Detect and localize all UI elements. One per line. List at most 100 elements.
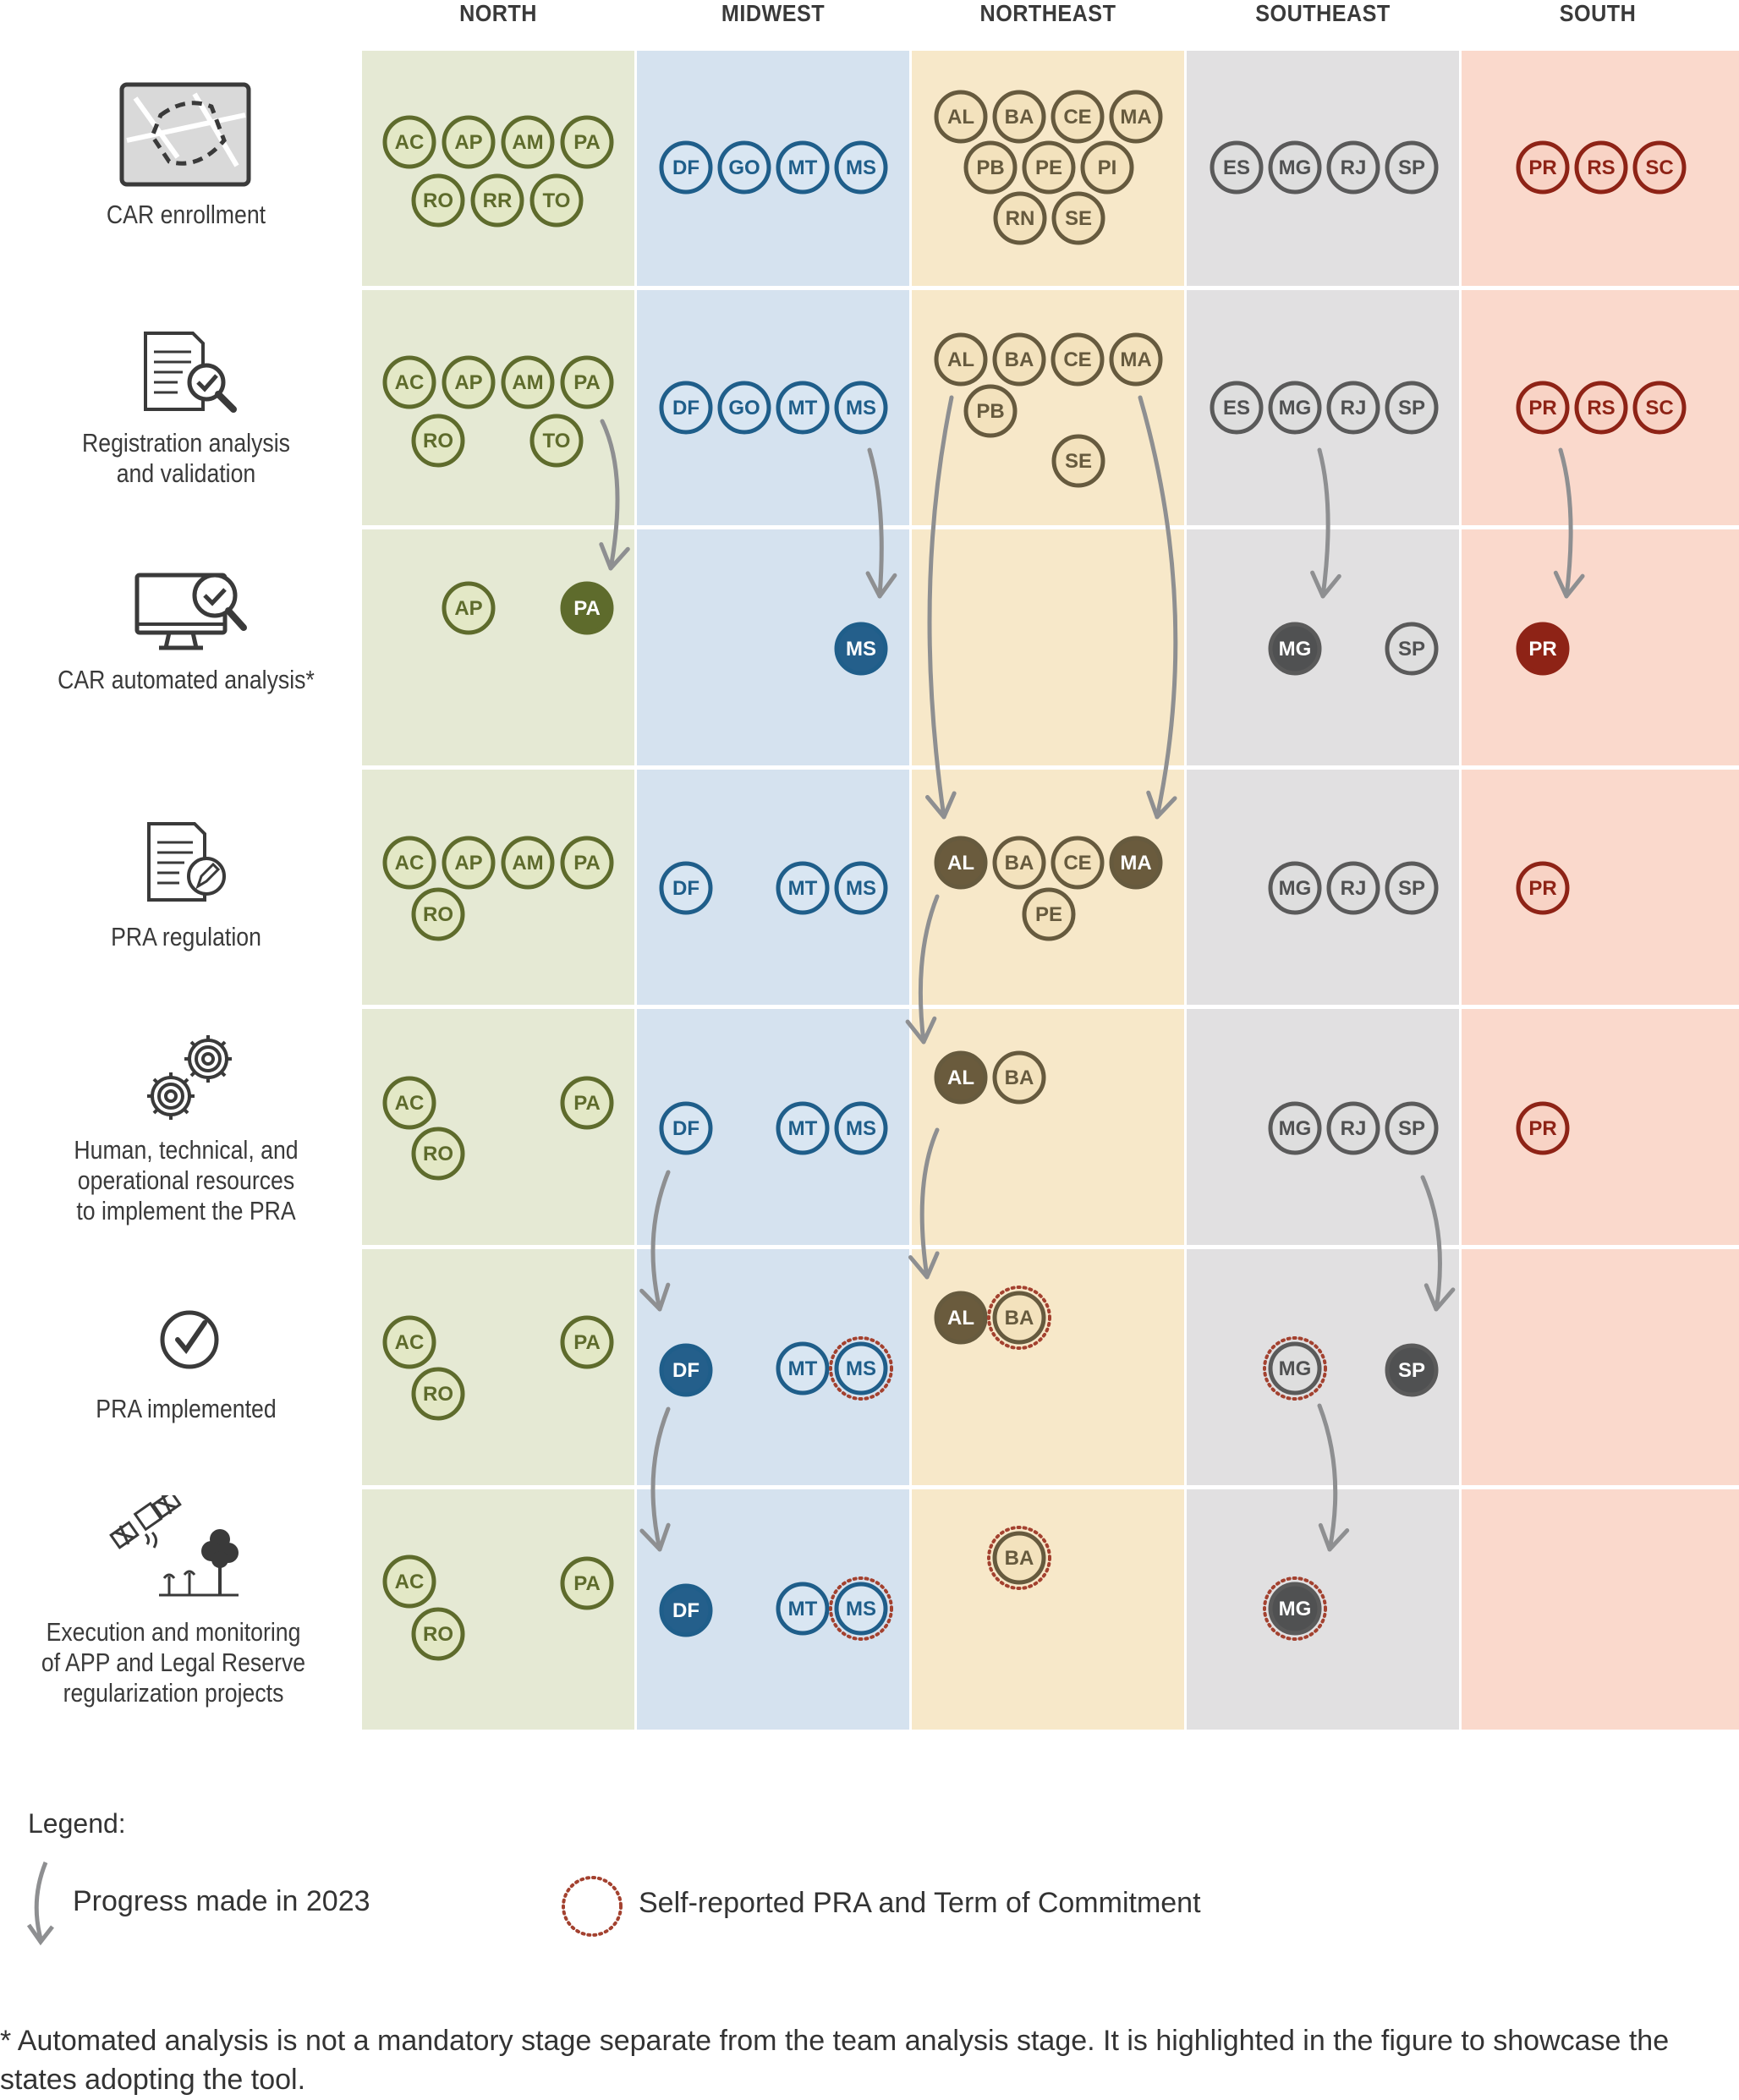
- progress-arrow: [1138, 395, 1178, 820]
- state-badge-mg: MG: [1268, 622, 1322, 676]
- progress-arrow-head: [599, 542, 630, 571]
- state-badge-sp: SP: [1385, 622, 1439, 676]
- stage-label-car-automated: CAR automated analysis*: [41, 665, 332, 695]
- state-badge-label: PR: [1528, 877, 1556, 900]
- state-badge-pe: PE: [1022, 887, 1076, 941]
- state-badge-label: RN: [1006, 207, 1035, 230]
- state-badge-circle: [501, 355, 555, 409]
- self-reported-ring: [1263, 1336, 1327, 1401]
- state-badge-label: MA: [1120, 348, 1151, 371]
- state-badge-circle: [834, 1582, 888, 1636]
- column-header-southeast: SOUTHEAST: [1255, 0, 1391, 26]
- state-badge-ms: MS: [834, 622, 888, 676]
- state-badge-label: SP: [1398, 397, 1425, 419]
- state-badge-label: PE: [1035, 156, 1062, 179]
- state-badge-circle: [1109, 836, 1163, 890]
- state-badge-circle: [1080, 140, 1134, 195]
- state-badge-circle: [1516, 1101, 1570, 1155]
- computer-check-icon: [134, 573, 247, 650]
- state-badge-label: AC: [395, 1571, 425, 1593]
- state-badge-df: DF: [659, 1583, 713, 1637]
- state-badge-label: PA: [573, 1572, 601, 1595]
- state-badge-circle: [1051, 434, 1105, 488]
- footnote-line: * Automated analysis is not a mandatory …: [0, 2025, 1670, 2057]
- state-badge-circle: [1326, 861, 1380, 915]
- state-badge-circle: [834, 1101, 888, 1155]
- state-badge-circle: [382, 1554, 436, 1609]
- state-badge-ap: AP: [442, 581, 496, 635]
- state-badge-label: CE: [1063, 852, 1091, 875]
- state-badge-circle: [1632, 381, 1687, 435]
- state-badge-to: TO: [529, 173, 584, 228]
- progress-arrow-head: [1553, 570, 1585, 599]
- state-badge-circle: [834, 622, 888, 676]
- state-badge-circle: [442, 115, 496, 169]
- state-badge-label: RR: [483, 189, 513, 212]
- state-badge-label: AL: [947, 1307, 974, 1330]
- state-badge-circle: [1109, 90, 1163, 144]
- state-badge-circle: [659, 1343, 713, 1397]
- document-check-icon: [144, 332, 237, 413]
- state-badge-ce: CE: [1051, 90, 1105, 144]
- progress-arrow-head: [905, 1016, 937, 1045]
- state-badge-circle: [934, 836, 988, 890]
- state-badge-sp: SP: [1385, 381, 1439, 435]
- state-badge-circle: [992, 1050, 1046, 1105]
- state-badge-df: DF: [659, 1101, 713, 1155]
- state-badge-label: AP: [454, 852, 482, 875]
- state-badge-circle: [776, 1101, 830, 1155]
- state-badge-label: RJ: [1341, 397, 1367, 419]
- state-badge-circle: [992, 836, 1046, 890]
- state-badge-label: MT: [788, 1117, 818, 1140]
- state-badge-circle: [1385, 140, 1439, 195]
- progress-arrow: [927, 395, 954, 820]
- state-badge-label: SC: [1645, 397, 1673, 419]
- state-badge-mt: MT: [776, 140, 830, 195]
- state-badge-pb: PB: [963, 140, 1018, 195]
- state-badge-label: PA: [573, 1331, 601, 1354]
- state-badge-label: DF: [672, 1359, 699, 1382]
- state-badge-rj: RJ: [1326, 1101, 1380, 1155]
- state-badge-circle: [1268, 1341, 1322, 1395]
- progress-arrow: [919, 1127, 940, 1280]
- progress-arrow-head: [865, 571, 897, 599]
- state-badge-circle: [382, 115, 436, 169]
- state-badge-pa: PA: [560, 581, 614, 635]
- state-badge-label: SP: [1398, 1117, 1425, 1140]
- state-badge-go: GO: [717, 140, 771, 195]
- state-badge-ms: MS: [834, 140, 888, 195]
- stage-label-line: Registration analysis: [82, 428, 290, 458]
- state-badge-circle: [1574, 381, 1628, 435]
- state-badge-label: PA: [573, 131, 601, 154]
- row-divider: [362, 1005, 1739, 1009]
- state-badge-ma: MA: [1109, 332, 1163, 387]
- progress-arrow: [1317, 1403, 1338, 1552]
- state-badge-pa: PA: [560, 1076, 614, 1130]
- state-badge-rj: RJ: [1326, 140, 1380, 195]
- state-badge-circle: [1022, 140, 1076, 195]
- state-badge-circle: [963, 140, 1018, 195]
- state-badge-circle: [776, 1341, 830, 1395]
- state-badge-label: AC: [395, 131, 425, 154]
- state-badge-label: DF: [672, 156, 699, 179]
- stage-label-line: PRA implemented: [96, 1394, 277, 1423]
- state-badge-circle: [659, 861, 713, 915]
- self-reported-ring: [987, 1526, 1051, 1590]
- state-badge-circle: [659, 1583, 713, 1637]
- state-badge-circle: [717, 140, 771, 195]
- state-badge-circle: [411, 1607, 465, 1661]
- state-badge-label: RO: [423, 1383, 453, 1406]
- state-badge-circle: [1516, 861, 1570, 915]
- state-badge-label: PA: [573, 1092, 601, 1115]
- state-badge-circle: [776, 381, 830, 435]
- state-badge-circle: [382, 1315, 436, 1369]
- progress-arrow-head: [639, 1282, 671, 1312]
- state-badge-circle: [1210, 140, 1264, 195]
- state-badge-label: PE: [1035, 903, 1062, 926]
- state-badge-label: AL: [947, 106, 974, 129]
- self-reported-ring: [1263, 1576, 1327, 1641]
- state-badge-pa: PA: [560, 115, 614, 169]
- state-badge-label: PR: [1528, 156, 1556, 179]
- state-badge-rj: RJ: [1326, 381, 1380, 435]
- progress-arrows: [599, 395, 1585, 1552]
